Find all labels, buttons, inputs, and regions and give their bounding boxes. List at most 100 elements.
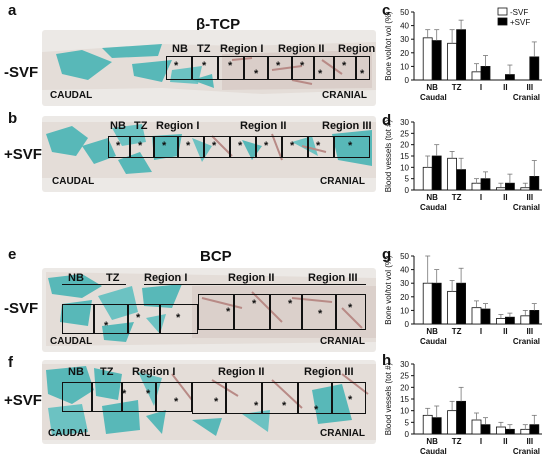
roi-box-b2 — [130, 136, 154, 158]
panel-letter-b: b — [8, 110, 18, 127]
asterisk-a1: * — [174, 60, 179, 72]
bar-h-TZ-plus — [456, 400, 466, 435]
roi-box-a7 — [314, 56, 334, 80]
asterisk-a6: * — [300, 60, 305, 72]
x-tick-label-g-I: I — [480, 327, 482, 336]
y-tick-label-c-30: 30 — [400, 35, 409, 44]
y-tick-label-h-10: 10 — [400, 407, 409, 416]
zone-label-r3-e: Region III — [308, 272, 358, 284]
row-label-b: +SVF — [4, 146, 42, 163]
caudal-label-e: CAUDAL — [50, 336, 93, 347]
cranial-label-a: CRANIAL — [322, 90, 367, 101]
zone-label-r3-a: Region III — [338, 43, 376, 55]
y-tick-label-h-30: 30 — [400, 360, 409, 369]
roi-box-e4 — [160, 304, 198, 334]
caudal-label-b: CAUDAL — [52, 176, 95, 187]
y-tick-label-d-0: 0 — [405, 186, 410, 195]
asterisk-a9: * — [360, 68, 365, 80]
panel-letter-h: h — [382, 352, 392, 369]
legend-label-minus: -SVF — [510, 8, 528, 17]
histology-image-a: NB TZ Region I Region II Region III * * … — [42, 30, 376, 106]
caudal-label-d: Caudal — [420, 203, 447, 212]
asterisk-f1: * — [122, 388, 127, 400]
zone-label-tz-a: TZ — [197, 43, 211, 55]
row-label-a: -SVF — [4, 64, 39, 81]
zone-label-r3-b: Region III — [322, 120, 372, 132]
bar-c-I-plus — [480, 66, 491, 81]
roi-box-b7 — [256, 136, 282, 158]
bar-d-I-minus — [471, 182, 482, 191]
group-title-tcp: β-TCP — [196, 16, 241, 33]
bar-g-III-minus — [520, 315, 531, 325]
zone-label-tz-f: TZ — [100, 366, 114, 378]
y-tick-label-c-50: 50 — [400, 8, 409, 17]
bar-h-I-plus — [480, 424, 491, 435]
roi-box-b9 — [308, 136, 334, 158]
zone-label-nb-e: NB — [68, 272, 84, 284]
chart-c: Bone vol/tot vol (%) 0 10 20 30 40 50 NB TZ I II II… — [382, 4, 550, 108]
y-tick-label-d-10: 10 — [400, 163, 409, 172]
row-label-f: +SVF — [4, 392, 42, 409]
y-tick-label-h-25: 25 — [400, 372, 409, 381]
chart-d: Blood vessels (tot #) 0 5 10 15 20 25 30 NB TZ I II… — [382, 114, 550, 218]
roi-box-f8 — [298, 382, 332, 414]
y-tick-label-g-0: 0 — [405, 320, 410, 329]
chart-h: Blood vessels (tot #) 0 5 10 15 20 25 30 NB TZ I II… — [382, 356, 550, 462]
y-tick-label-d-15: 15 — [400, 152, 409, 161]
asterisk-b5: * — [212, 140, 217, 152]
histology-image-e: NB TZ Region I Region II Region III * * … — [42, 268, 376, 352]
y-tick-label-d-5: 5 — [405, 175, 410, 184]
x-tick-label-g-III: III — [526, 327, 533, 336]
asterisk-b10: * — [348, 140, 353, 152]
legend-swatch-plus — [497, 17, 508, 26]
bar-g-II-plus — [505, 316, 515, 325]
y-tick-label-d-25: 25 — [400, 129, 409, 138]
cranial-label-g: Cranial — [513, 337, 540, 346]
asterisk-f7: * — [314, 404, 319, 416]
asterisk-a2: * — [202, 60, 207, 72]
asterisk-e5: * — [252, 298, 257, 310]
zone-label-r2-e: Region II — [228, 272, 275, 284]
roi-box-f4 — [156, 382, 192, 412]
y-axis-label-d: Blood vessels (tot #) — [384, 119, 393, 192]
y-tick-label-g-30: 30 — [400, 279, 409, 288]
legend-label-plus: +SVF — [510, 18, 530, 27]
bar-c-III-plus — [529, 56, 540, 81]
x-tick-label-c-II: II — [503, 83, 507, 92]
asterisk-e1: * — [104, 320, 109, 332]
bar-d-TZ-minus — [447, 157, 457, 191]
zone-label-r1-b: Region I — [156, 120, 200, 132]
asterisk-f2: * — [146, 388, 151, 400]
bar-d-I-plus — [480, 178, 491, 191]
roi-box-f5 — [192, 382, 226, 414]
bar-g-I-plus — [480, 308, 491, 325]
x-tick-label-d-NB: NB — [426, 193, 438, 202]
asterisk-e6: * — [288, 298, 293, 310]
bar-g-NB-minus — [422, 282, 433, 325]
zone-line-e2 — [144, 284, 366, 285]
bar-c-TZ-plus — [456, 29, 466, 81]
panel-letter-g: g — [382, 246, 392, 263]
x-tick-label-c-I: I — [480, 83, 482, 92]
x-tick-label-c-NB: NB — [426, 83, 438, 92]
panel-letter-e: e — [8, 246, 17, 263]
roi-box-b5 — [204, 136, 230, 158]
y-tick-label-h-5: 5 — [405, 418, 410, 427]
bar-g-II-minus — [496, 318, 506, 325]
asterisk-b8: * — [290, 140, 295, 152]
zone-label-tz-b: TZ — [134, 120, 148, 132]
tissue-pattern-f — [42, 364, 376, 440]
asterisk-a3: * — [228, 60, 233, 72]
cranial-label-e: CRANIAL — [320, 336, 365, 347]
y-axis-label-c: Bone vol/tot vol (%) — [384, 11, 393, 81]
asterisk-e2: * — [136, 312, 141, 324]
x-tick-label-h-II: II — [503, 437, 507, 446]
tissue-pattern-e — [46, 272, 376, 346]
caudal-label-c: Caudal — [420, 93, 447, 102]
bar-h-I-minus — [471, 419, 482, 435]
caudal-label-h: Caudal — [420, 447, 447, 456]
bar-c-I-minus — [471, 71, 482, 81]
roi-box-e6 — [234, 294, 270, 330]
